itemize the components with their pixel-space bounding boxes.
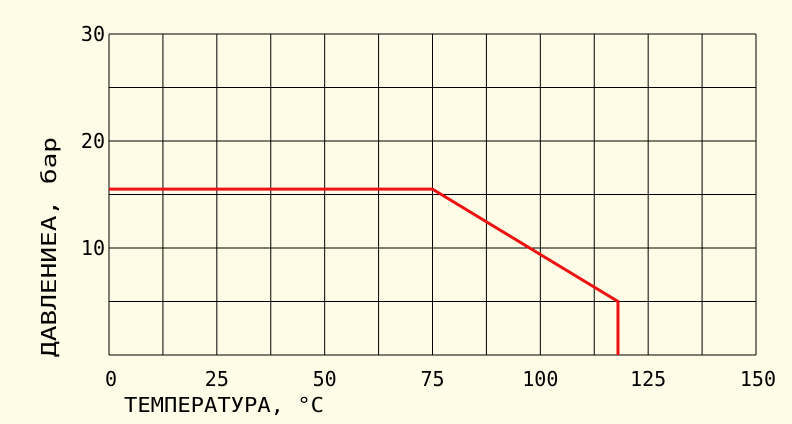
x-tick-label: 100 [522,367,558,391]
y-tick-label: 30 [81,22,105,46]
x-tick-label: 0 [105,367,117,391]
y-axis-label: ДАВЛЕНИЕА, бар [37,137,61,357]
x-tick-label: 75 [420,367,444,391]
x-axis-label: ТЕМПЕРАТУРА, °С [124,393,324,417]
y-tick-label: 20 [81,129,105,153]
x-tick-label: 150 [740,367,776,391]
x-tick-label: 125 [630,367,666,391]
tick-labels: 0 25 50 75 100 125 150 10 20 30 [81,22,776,391]
series-line-0 [109,187,620,355]
x-tick-label: 50 [313,367,337,391]
grid [108,33,757,356]
x-tick-label: 25 [205,367,229,391]
series-layer [109,187,620,355]
y-tick-label: 10 [81,236,105,260]
